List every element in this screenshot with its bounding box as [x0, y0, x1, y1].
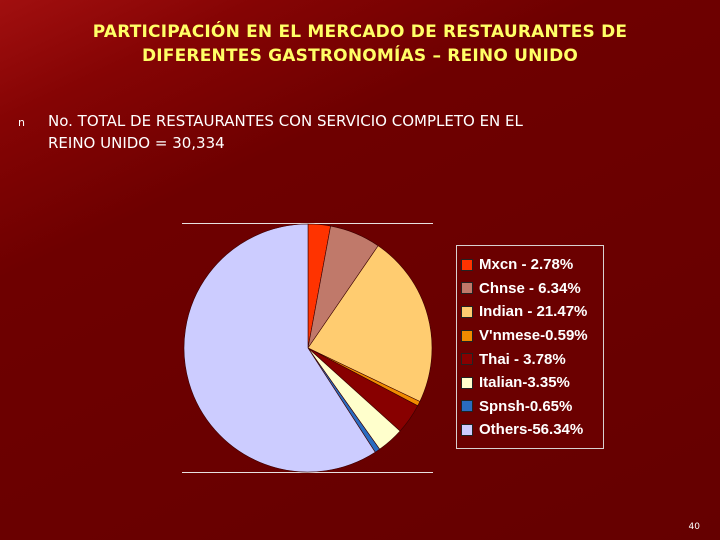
- legend-item-7: Others-56.34%: [461, 418, 603, 442]
- chart-legend: Mxcn - 2.78% Chnse - 6.34% Indian - 21.47%…: [456, 245, 604, 449]
- legend-label-1: Chnse - 6.34%: [479, 279, 581, 297]
- legend-label-5: Italian-3.35%: [479, 374, 570, 392]
- title-line-2: DIFERENTES GASTRONOMÍAS – REINO UNIDO: [141, 46, 579, 66]
- legend-swatch-5: [461, 376, 473, 389]
- title-line-1: PARTICIPACIÓN EN EL MERCADO DE RESTAURAN…: [92, 22, 628, 42]
- legend-swatch-7: [461, 423, 473, 436]
- bullet-marker: n: [18, 116, 25, 129]
- legend-item-2: Indian - 21.47%: [461, 300, 603, 324]
- legend-label-4: Thai - 3.78%: [479, 350, 566, 368]
- legend-label-6: Spnsh-0.65%: [479, 397, 573, 415]
- legend-swatch-0: [461, 258, 473, 271]
- legend-swatch-4: [461, 353, 473, 366]
- slide-title: PARTICIPACIÓN EN EL MERCADO DE RESTAURAN…: [20, 20, 700, 68]
- legend-item-3: V'nmese-0.59%: [461, 324, 603, 348]
- legend-swatch-6: [461, 400, 473, 413]
- legend-label-7: Others-56.34%: [479, 421, 584, 439]
- legend-item-1: Chnse - 6.34%: [461, 277, 603, 301]
- pie-slice-7: [183, 223, 376, 473]
- chart-top-rule: [182, 223, 433, 224]
- legend-item-6: Spnsh-0.65%: [461, 395, 603, 419]
- legend-swatch-2: [461, 305, 473, 318]
- legend-item-5: Italian-3.35%: [461, 371, 603, 395]
- legend-swatch-3: [461, 329, 473, 342]
- legend-label-0: Mxcn - 2.78%: [479, 256, 574, 274]
- bullet-line-1: No. TOTAL DE RESTAURANTES CON SERVICIO C…: [48, 112, 523, 130]
- legend-item-0: Mxcn - 2.78%: [461, 253, 603, 277]
- bullet-line-2: REINO UNIDO = 30,334: [48, 134, 225, 152]
- page-number: 40: [688, 522, 700, 532]
- bullet-text: No. TOTAL DE RESTAURANTES CON SERVICIO C…: [48, 110, 668, 154]
- legend-swatch-1: [461, 282, 473, 295]
- legend-item-4: Thai - 3.78%: [461, 347, 603, 371]
- legend-label-2: Indian - 21.47%: [479, 303, 588, 321]
- legend-label-3: V'nmese-0.59%: [479, 327, 588, 345]
- chart-bottom-rule: [182, 472, 433, 473]
